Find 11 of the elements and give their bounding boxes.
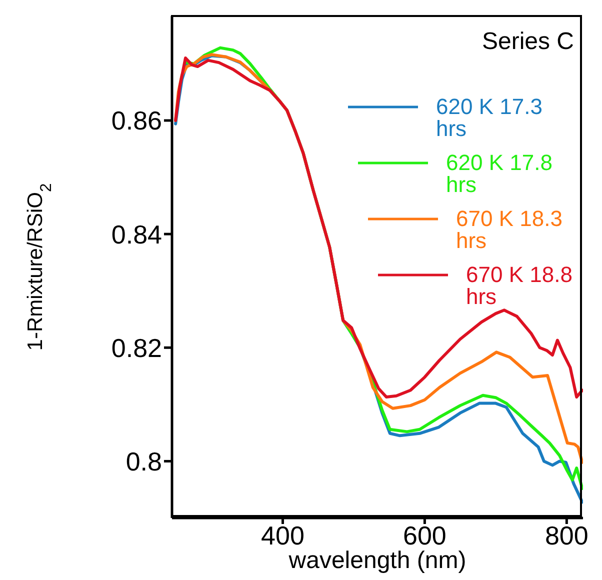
y-tick-label: 0.82	[111, 332, 162, 363]
line-series	[174, 56, 583, 399]
y-tick-label: 0.84	[111, 219, 162, 250]
legend-label: 670 K 18.8 hrs	[466, 262, 574, 309]
y-tick-label: 0.86	[111, 106, 162, 136]
legend-label: 670 K 18.3 hrs	[456, 206, 564, 253]
text: Series C	[482, 28, 574, 56]
legend-label: 620 K 17.8 hrs	[446, 150, 554, 197]
y-tick-label: 0.8	[126, 446, 162, 476]
legend-label: 620 K 17.3 hrs	[436, 94, 544, 141]
x-tick-label: 800	[544, 520, 588, 550]
